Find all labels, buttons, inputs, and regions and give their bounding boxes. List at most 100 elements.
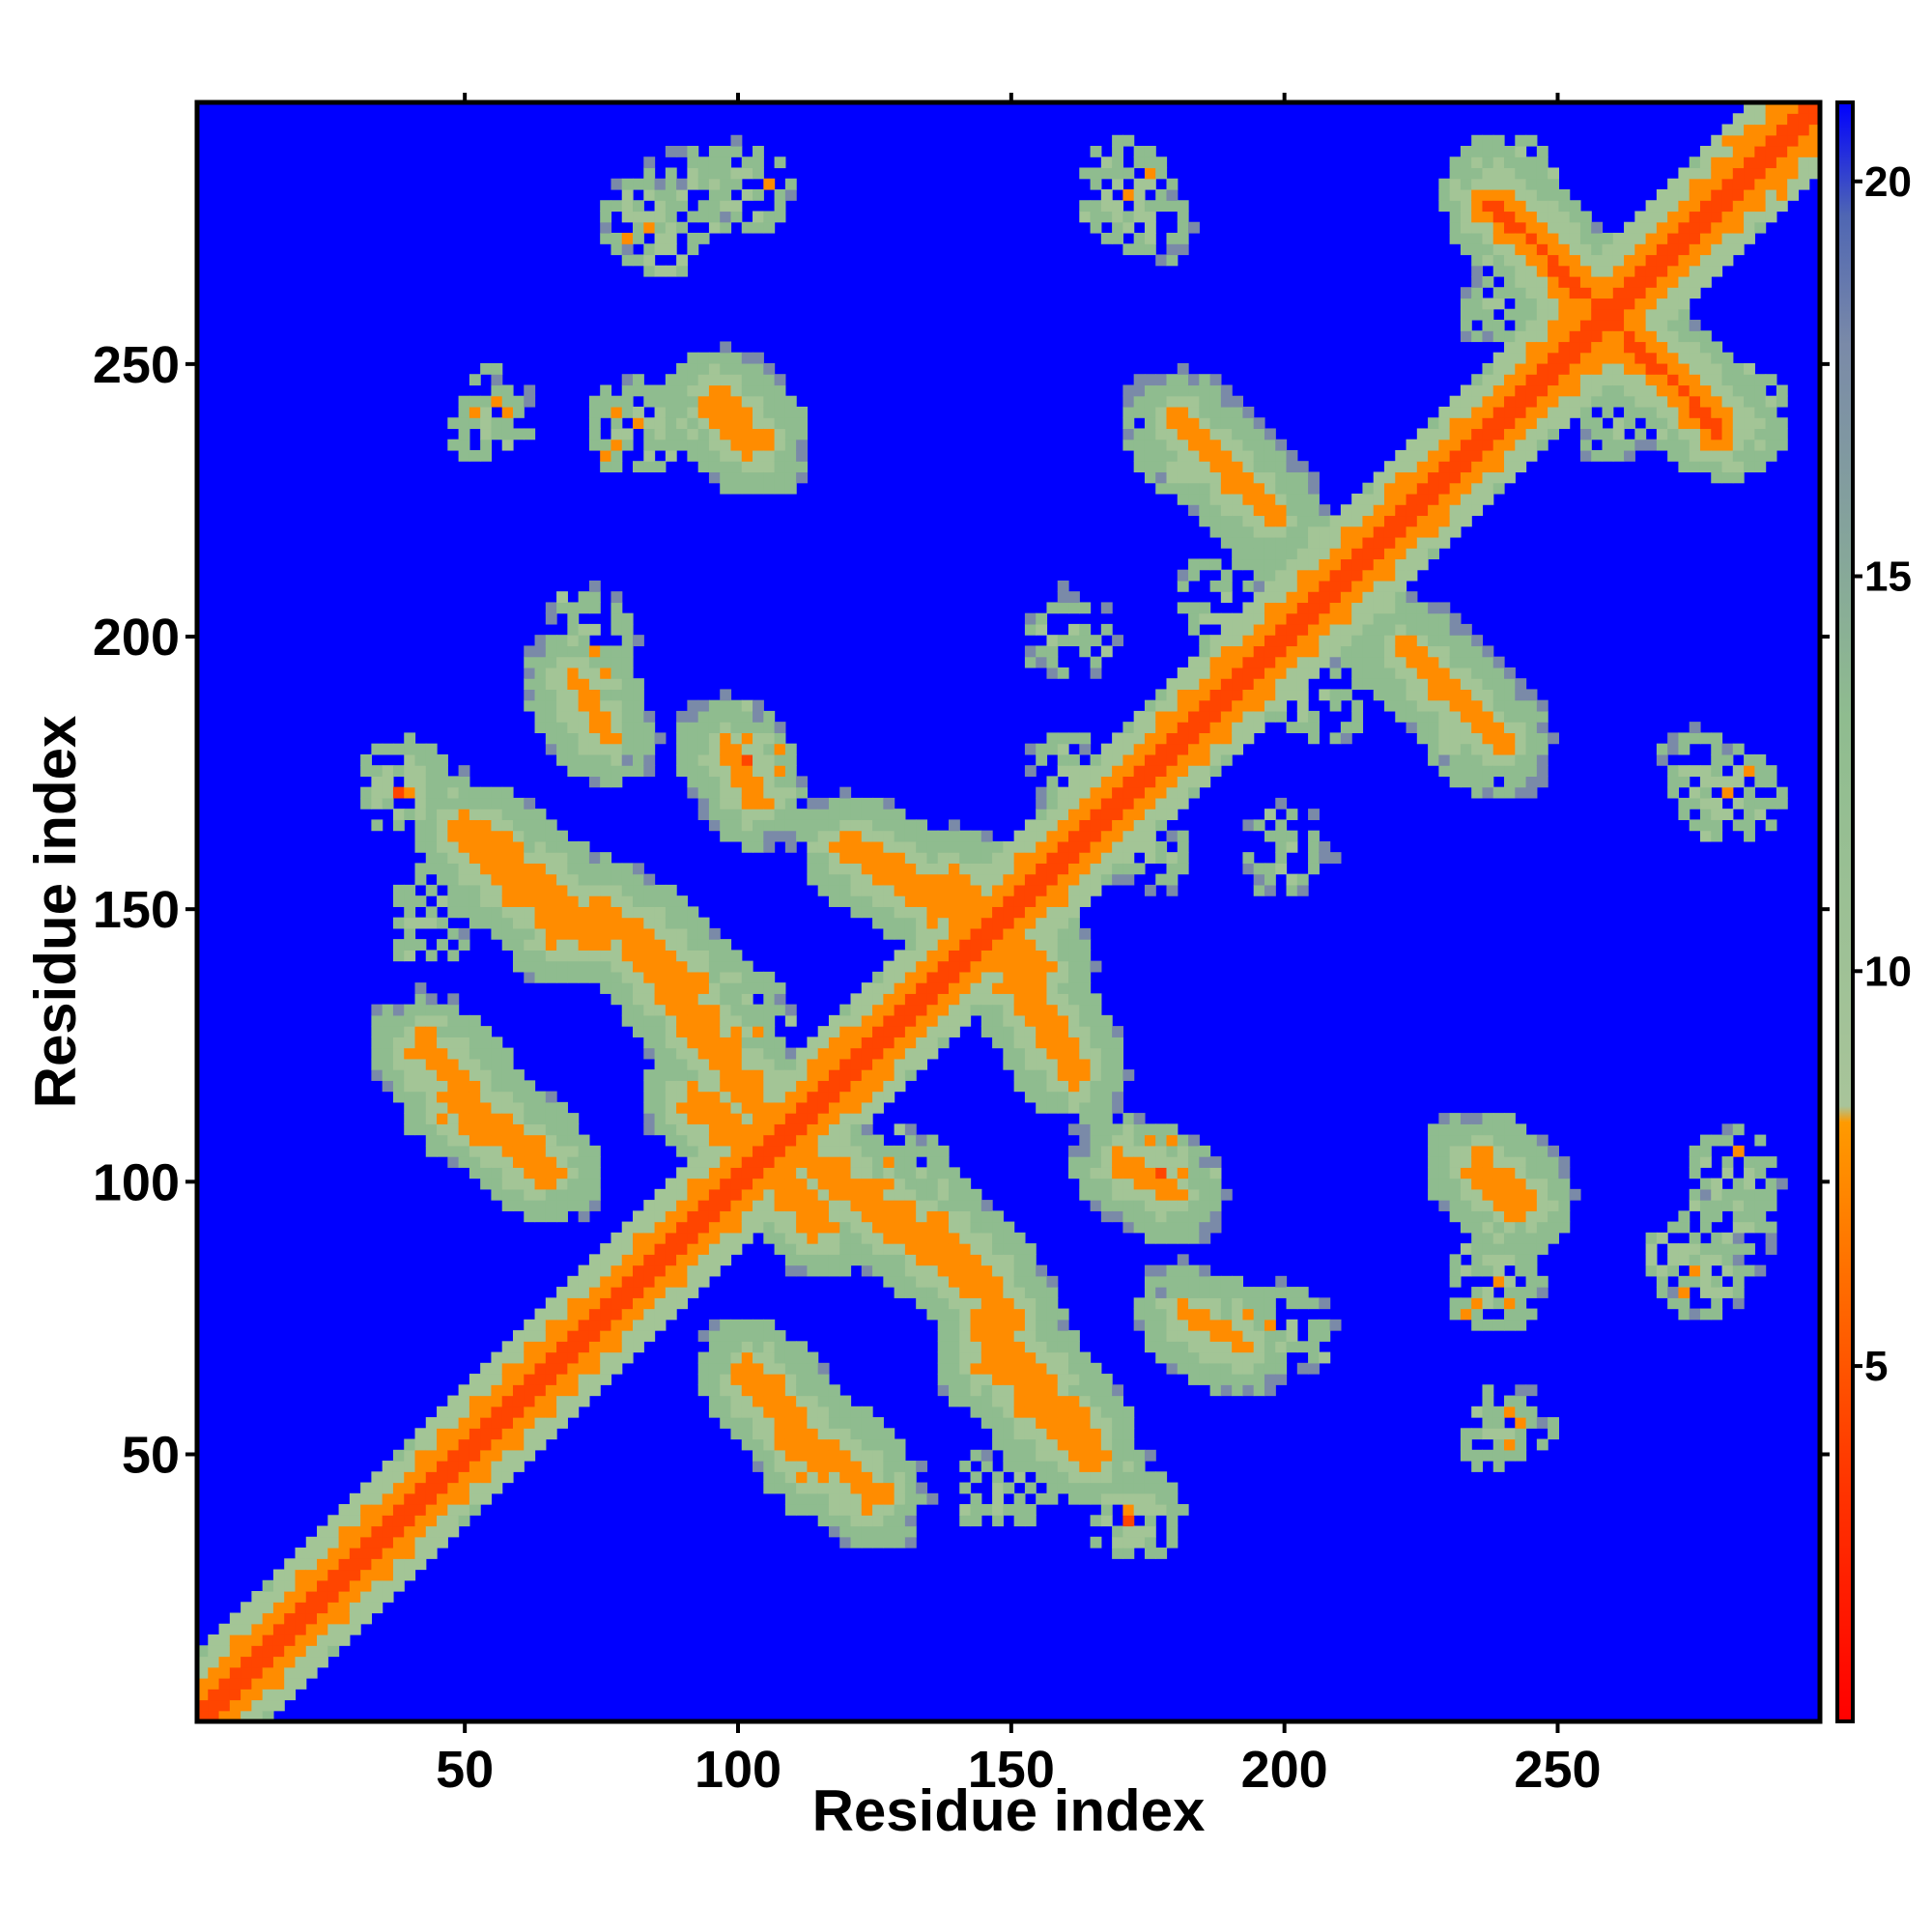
heatmap-cell	[1057, 863, 1069, 875]
heatmap-cell	[534, 863, 547, 875]
heatmap-cell	[872, 1417, 884, 1429]
heatmap-cell	[437, 1026, 448, 1037]
heatmap-cell	[501, 895, 514, 907]
heatmap-cell	[753, 1123, 764, 1136]
heatmap-cell	[1199, 1362, 1211, 1375]
heatmap-cell	[1253, 1374, 1265, 1385]
heatmap-cell	[763, 1232, 776, 1244]
heatmap-cell	[665, 971, 677, 983]
heatmap-cell	[926, 1134, 939, 1147]
heatmap-cell	[491, 1069, 503, 1081]
heatmap-cell	[534, 1200, 547, 1211]
heatmap-cell	[970, 1471, 982, 1484]
heatmap-cell	[1232, 406, 1244, 418]
heatmap-cell	[1449, 656, 1462, 668]
heatmap-cell	[600, 927, 612, 940]
heatmap-cell	[567, 1287, 580, 1298]
heatmap-cell	[796, 809, 809, 820]
heatmap-cell	[741, 1341, 753, 1353]
heatmap-cell	[392, 1536, 405, 1548]
heatmap-cell	[1046, 732, 1059, 745]
heatmap-cell	[1090, 1200, 1102, 1211]
heatmap-cell	[861, 1134, 873, 1147]
heatmap-cell	[1166, 809, 1179, 820]
heatmap-cell	[904, 1200, 917, 1211]
heatmap-cell	[567, 732, 580, 745]
heatmap-cell	[1112, 1026, 1123, 1037]
heatmap-cell	[469, 906, 481, 919]
heatmap-cell	[1068, 1167, 1080, 1179]
heatmap-cell	[1046, 840, 1059, 853]
heatmap-cell	[1177, 710, 1189, 723]
heatmap-cell	[784, 819, 797, 832]
heatmap-cell	[753, 722, 764, 733]
heatmap-cell	[501, 1461, 514, 1472]
heatmap-cell	[1133, 156, 1146, 169]
heatmap-cell	[524, 1341, 536, 1353]
heatmap-cell	[883, 1449, 895, 1462]
heatmap-cell	[404, 1037, 416, 1049]
heatmap-cell	[1144, 1308, 1156, 1321]
heatmap-cell	[556, 939, 568, 951]
heatmap-cell	[839, 1504, 852, 1516]
heatmap-cell	[872, 1438, 884, 1451]
heatmap-cell	[970, 960, 982, 973]
heatmap-cell	[720, 1200, 732, 1211]
heatmap-cell	[926, 1200, 939, 1211]
heatmap-cell	[1090, 1438, 1102, 1451]
heatmap-cell	[872, 863, 884, 875]
heatmap-cell	[611, 689, 623, 701]
heatmap-cell	[980, 852, 993, 864]
heatmap-cell	[414, 753, 427, 766]
heatmap-cell	[611, 993, 623, 1006]
heatmap-cell	[512, 1113, 525, 1124]
heatmap-cell	[948, 982, 960, 994]
heatmap-cell	[796, 1438, 809, 1451]
heatmap-cell	[1090, 1384, 1102, 1397]
heatmap-cell	[512, 1069, 525, 1081]
heatmap-cell	[1122, 753, 1135, 766]
heatmap-cell	[447, 1069, 460, 1081]
heatmap-cell	[1166, 852, 1179, 864]
heatmap-cell	[1329, 645, 1342, 658]
heatmap-cell	[796, 1417, 809, 1429]
heatmap-cell	[1100, 623, 1113, 636]
heatmap-cell	[425, 753, 438, 766]
heatmap-cell	[796, 1080, 809, 1093]
heatmap-cell	[1155, 1188, 1168, 1201]
heatmap-cell	[784, 797, 797, 810]
heatmap-cell	[763, 1123, 776, 1136]
heatmap-cell	[741, 743, 753, 755]
heatmap-cell	[741, 1417, 753, 1429]
heatmap-cell	[894, 1200, 906, 1211]
heatmap-cell	[1460, 461, 1472, 473]
heatmap-cell	[753, 1188, 764, 1201]
heatmap-cell	[208, 1656, 220, 1668]
heatmap-cell	[807, 1101, 819, 1114]
heatmap-cell	[1209, 656, 1222, 668]
heatmap-cell	[1199, 1319, 1211, 1331]
heatmap-cell	[774, 200, 786, 213]
heatmap-cell	[720, 428, 732, 440]
heatmap-cell	[763, 1178, 776, 1190]
heatmap-cell	[697, 200, 710, 213]
heatmap-cell	[643, 1297, 656, 1310]
heatmap-cell	[1057, 1362, 1069, 1375]
heatmap-cell	[1046, 917, 1059, 929]
heatmap-cell	[1177, 678, 1189, 691]
heatmap-cell	[872, 1254, 884, 1266]
heatmap-cell	[1144, 449, 1156, 462]
heatmap-cell	[1079, 776, 1092, 788]
heatmap-cell	[1003, 1308, 1015, 1321]
heatmap-cell	[621, 1297, 634, 1310]
heatmap-cell	[1090, 1362, 1102, 1375]
heatmap-cell	[1090, 667, 1102, 679]
heatmap-cell	[578, 678, 590, 691]
heatmap-cell	[872, 1167, 884, 1179]
heatmap-cell	[763, 786, 776, 799]
heatmap-cell	[980, 873, 993, 886]
heatmap-cell	[588, 852, 601, 864]
heatmap-cell	[262, 1666, 274, 1679]
heatmap-cell	[1242, 1308, 1255, 1321]
heatmap-cell	[480, 1047, 493, 1060]
